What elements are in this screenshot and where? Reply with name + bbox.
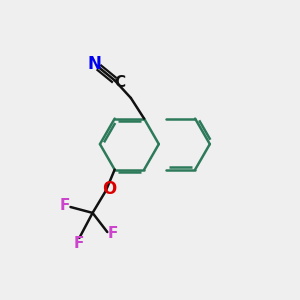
Text: F: F xyxy=(73,236,84,251)
Text: C: C xyxy=(114,75,125,90)
Text: O: O xyxy=(103,180,117,198)
Text: F: F xyxy=(59,198,70,213)
Text: F: F xyxy=(108,226,119,241)
Text: N: N xyxy=(87,55,101,73)
